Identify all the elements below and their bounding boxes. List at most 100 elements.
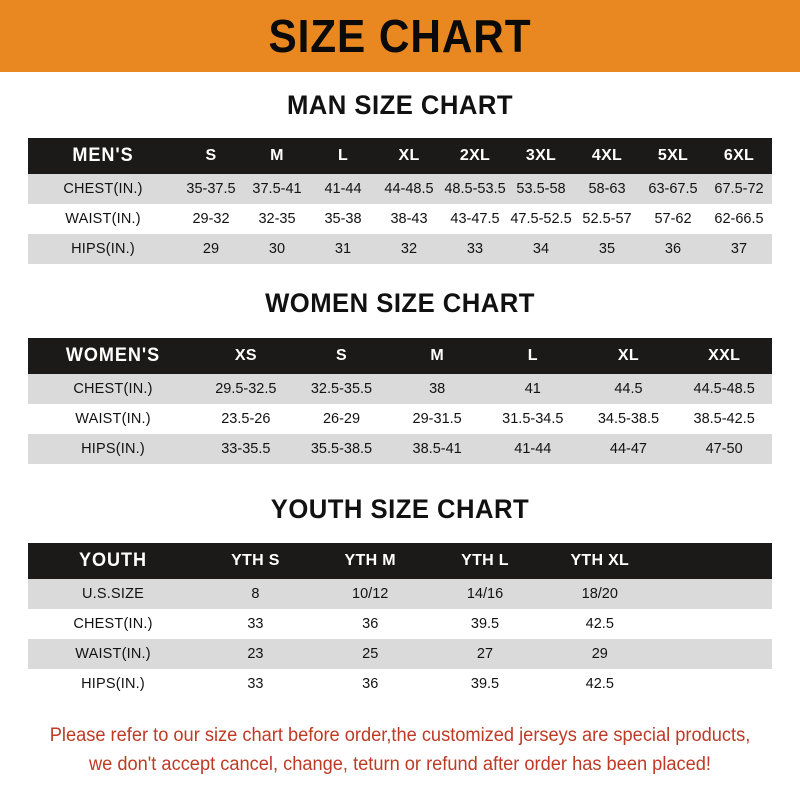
man-cell-0-7: 63-67.5 (648, 181, 698, 197)
youth-header-size-1: YTH M (344, 552, 396, 569)
women-section-title: WOMEN SIZE CHART (265, 288, 535, 318)
man-row-label-2: HIPS(IN.) (71, 241, 135, 257)
women-header-size-3: L (527, 347, 538, 364)
table-row: HIPS(IN.) 33-35.5 35.5-38.5 38.5-41 41-4… (28, 434, 772, 464)
man-cell-2-8: 37 (730, 241, 748, 257)
youth-cell-0-3: 18/20 (581, 586, 618, 602)
footer-line-1: Please refer to our size chart before or… (49, 725, 751, 746)
women-header-size-5: XXL (708, 347, 741, 364)
youth-size-table: YOUTH YTH S YTH M YTH L YTH XL U.S.SIZE … (28, 543, 772, 699)
youth-cell-0-1: 10/12 (352, 586, 389, 602)
youth-row-label-2: WAIST(IN.) (75, 646, 151, 662)
youth-cell-3-2: 39.5 (470, 676, 500, 692)
youth-cell-1-2: 39.5 (470, 616, 500, 632)
man-cell-2-4: 33 (466, 241, 484, 257)
youth-header-size-2: YTH L (461, 552, 509, 569)
man-cell-0-8: 67.5-72 (714, 181, 764, 197)
youth-cell-1-spacer (657, 609, 772, 639)
youth-row-label-1: CHEST(IN.) (73, 616, 153, 632)
man-header-size-2: L (337, 147, 349, 164)
women-header-size-1: S (335, 347, 347, 364)
table-row: HIPS(IN.) 33 36 39.5 42.5 (28, 669, 772, 699)
man-cell-1-7: 57-62 (654, 211, 692, 227)
youth-cell-2-spacer (657, 639, 772, 669)
youth-cell-0-spacer (657, 579, 772, 609)
man-cell-0-5: 53.5-58 (516, 181, 566, 197)
women-cell-2-2: 38.5-41 (412, 441, 462, 457)
women-cell-2-4: 44-47 (609, 441, 647, 457)
table-row: WAIST(IN.) 23 25 27 29 (28, 639, 772, 669)
man-header-size-5: 3XL (525, 147, 557, 164)
man-size-table: MEN'S S M L XL 2XL 3XL 4XL 5XL 6XL CHEST… (28, 138, 772, 264)
youth-header-size-3: YTH XL (570, 552, 630, 569)
table-row: WAIST(IN.) 29-32 32-35 35-38 38-43 43-47… (28, 204, 772, 234)
man-header-corner: MEN'S (72, 145, 134, 166)
man-header-size-1: M (270, 147, 284, 164)
youth-cell-3-0: 33 (247, 676, 264, 692)
women-table-header-row: WOMEN'S XS S M L XL XXL (28, 338, 772, 374)
man-cell-1-3: 38-43 (390, 211, 428, 227)
youth-header-spacer (657, 543, 772, 579)
women-cell-2-1: 35.5-38.5 (310, 441, 373, 457)
youth-section-title: YOUTH SIZE CHART (270, 494, 530, 524)
man-table-header-row: MEN'S S M L XL 2XL 3XL 4XL 5XL 6XL (28, 138, 772, 174)
table-row: HIPS(IN.) 29 30 31 32 33 34 35 36 37 (28, 234, 772, 264)
man-cell-0-6: 58-63 (588, 181, 626, 197)
women-row-label-2: HIPS(IN.) (81, 441, 145, 457)
footer-line-2: we don't accept cancel, change, teturn o… (88, 754, 712, 776)
man-cell-2-1: 30 (268, 241, 286, 257)
women-cell-1-2: 29-31.5 (412, 411, 462, 427)
man-cell-1-8: 62-66.5 (714, 211, 764, 227)
youth-header-size-0: YTH S (231, 552, 280, 569)
table-row: U.S.SIZE 8 10/12 14/16 18/20 (28, 579, 772, 609)
man-cell-1-5: 47.5-52.5 (510, 211, 572, 227)
youth-table-body: YOUTH YTH S YTH M YTH L YTH XL U.S.SIZE … (28, 543, 772, 699)
man-cell-2-3: 32 (400, 241, 418, 257)
women-cell-1-1: 26-29 (322, 411, 361, 427)
women-row-label-1: WAIST(IN.) (75, 411, 151, 427)
man-section-title: MAN SIZE CHART (286, 90, 514, 120)
women-header-corner: WOMEN'S (65, 345, 161, 366)
youth-header-corner: YOUTH (79, 550, 147, 571)
man-header-size-6: 4XL (591, 147, 623, 164)
women-cell-2-5: 47-50 (705, 441, 743, 457)
man-header-size-8: 6XL (723, 147, 755, 164)
youth-table-header-row: YOUTH YTH S YTH M YTH L YTH XL (28, 543, 772, 579)
man-header-size-7: 5XL (657, 147, 689, 164)
women-cell-0-5: 44.5-48.5 (693, 381, 755, 397)
man-table-body: MEN'S S M L XL 2XL 3XL 4XL 5XL 6XL CHEST… (28, 138, 772, 264)
man-cell-0-0: 35-37.5 (186, 181, 236, 197)
man-row-label-1: WAIST(IN.) (65, 211, 141, 227)
youth-cell-2-0: 23 (247, 646, 264, 662)
youth-cell-1-0: 33 (247, 616, 264, 632)
youth-cell-0-2: 14/16 (466, 586, 504, 602)
women-table-body: WOMEN'S XS S M L XL XXL CHEST(IN.) 29.5-… (28, 338, 772, 464)
women-row-label-0: CHEST(IN.) (73, 381, 153, 397)
women-cell-1-5: 38.5-42.5 (693, 411, 755, 427)
table-row: CHEST(IN.) 33 36 39.5 42.5 (28, 609, 772, 639)
youth-cell-2-2: 27 (476, 646, 494, 662)
man-cell-0-2: 41-44 (324, 181, 362, 197)
man-cell-1-4: 43-47.5 (450, 211, 500, 227)
man-cell-1-1: 32-35 (258, 211, 296, 227)
man-cell-0-1: 37.5-41 (252, 181, 302, 197)
women-header-size-0: XS (234, 347, 257, 364)
man-cell-2-7: 36 (664, 241, 682, 257)
youth-row-label-3: HIPS(IN.) (81, 676, 145, 692)
women-cell-0-3: 41 (524, 381, 541, 397)
man-cell-2-0: 29 (202, 241, 220, 257)
youth-cell-3-1: 36 (362, 676, 379, 692)
youth-cell-2-3: 29 (591, 646, 608, 662)
man-cell-1-6: 52.5-57 (582, 211, 632, 227)
page-title: SIZE CHART (268, 10, 532, 62)
women-cell-1-4: 34.5-38.5 (597, 411, 660, 427)
youth-cell-0-0: 8 (251, 586, 260, 602)
footer-disclaimer: Please refer to our size chart before or… (35, 721, 765, 780)
man-row-label-0: CHEST(IN.) (63, 181, 143, 197)
women-size-table: WOMEN'S XS S M L XL XXL CHEST(IN.) 29.5-… (28, 338, 772, 464)
table-row: WAIST(IN.) 23.5-26 26-29 29-31.5 31.5-34… (28, 404, 772, 434)
man-header-size-3: XL (398, 147, 420, 164)
women-cell-2-3: 41-44 (514, 441, 552, 457)
man-header-size-4: 2XL (459, 147, 491, 164)
women-cell-0-0: 29.5-32.5 (215, 381, 277, 397)
